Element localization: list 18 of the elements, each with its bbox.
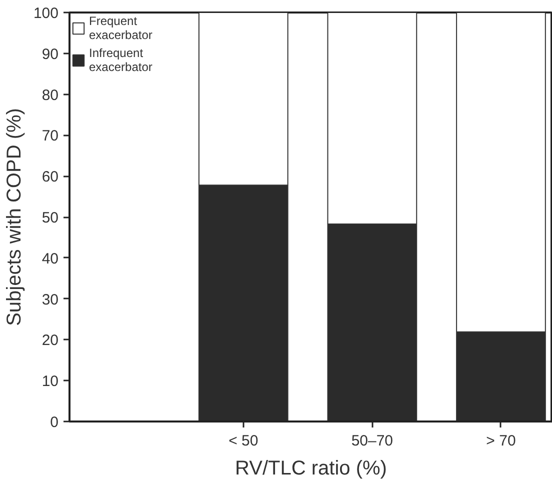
y-tick-label: 60 xyxy=(42,168,59,186)
legend-label: Infrequent exacerbator xyxy=(89,46,152,74)
y-tick-label: 100 xyxy=(33,5,59,22)
y-tick-label: 0 xyxy=(50,414,58,431)
x-tick-label: > 70 xyxy=(486,432,516,450)
x-tick-label: < 50 xyxy=(228,432,258,450)
y-tick-label: 90 xyxy=(42,46,59,63)
legend-label: Frequent exacerbator xyxy=(89,14,152,42)
y-tick-label: 70 xyxy=(42,128,59,145)
y-tick-label: 20 xyxy=(42,332,59,350)
y-tick-label: 10 xyxy=(42,373,59,390)
x-tick-label: 50–70 xyxy=(351,432,394,450)
y-axis-title: Subjects with COPD (%) xyxy=(3,108,26,326)
y-tick-label: 30 xyxy=(42,291,59,308)
x-axis-title: RV/TLC ratio (%) xyxy=(235,458,387,480)
y-tick-label: 40 xyxy=(42,250,59,268)
y-tick-label: 80 xyxy=(42,86,59,104)
y-tick-label: 50 xyxy=(42,210,59,226)
